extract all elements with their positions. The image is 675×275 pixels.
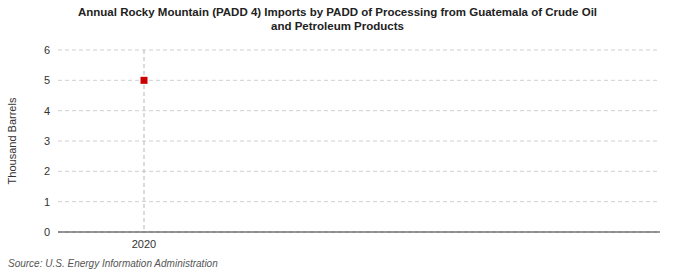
grid-line <box>58 232 660 233</box>
point <box>141 77 148 84</box>
y-tick-label: 0 <box>44 226 50 238</box>
x-ticks: 2020 <box>132 238 156 250</box>
y-axis-label: Thousand Barrels <box>6 97 18 184</box>
title-line: Annual Rocky Mountain (PADD 4) Imports b… <box>78 6 597 18</box>
y-tick-label: 5 <box>44 74 50 86</box>
grid-line <box>58 80 660 81</box>
grid <box>58 50 660 232</box>
x-axis-line <box>58 231 660 232</box>
y-tick-label: 1 <box>44 196 50 208</box>
y-tick-label: 2 <box>44 165 50 177</box>
y-tick-label: 4 <box>44 105 50 117</box>
grid-line <box>58 141 660 142</box>
grid-line <box>58 171 660 172</box>
data-marks <box>141 50 148 232</box>
x-tick-label: 2020 <box>132 238 156 250</box>
title: Annual Rocky Mountain (PADD 4) Imports b… <box>78 6 597 32</box>
grid-line <box>58 50 660 51</box>
y-tick-label: 6 <box>44 44 50 56</box>
title-line: and Petroleum Products <box>271 20 404 32</box>
y-ticks: 0 1 2 3 4 5 6 <box>44 44 50 238</box>
y-tick-label: 3 <box>44 135 50 147</box>
grid-line <box>58 201 660 202</box>
source: Source: U.S. Energy Information Administ… <box>8 258 218 269</box>
chart: Annual Rocky Mountain (PADD 4) Imports b… <box>0 0 675 275</box>
grid-line <box>58 110 660 111</box>
